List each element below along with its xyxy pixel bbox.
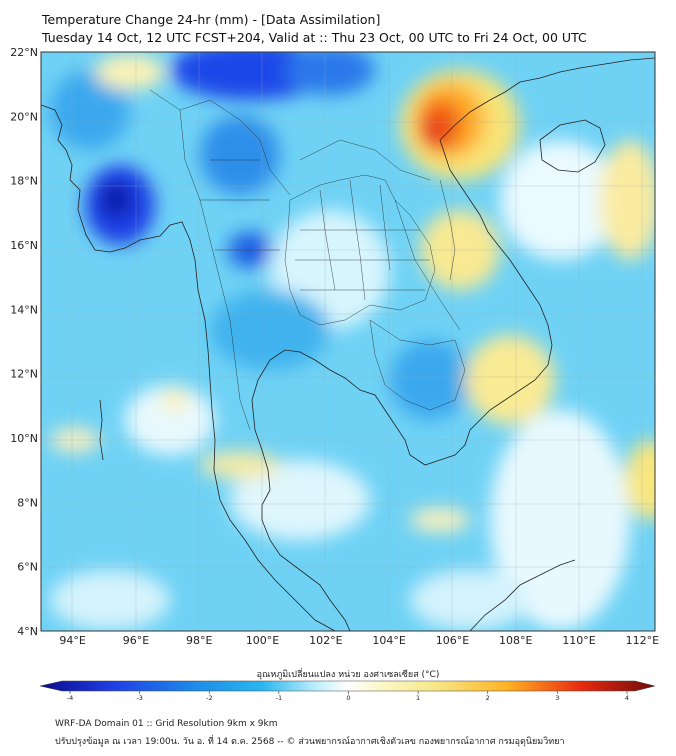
map-frame (40, 51, 656, 632)
lon-label: 106°E (436, 634, 469, 647)
province-borders (149, 89, 466, 431)
colorbar-tick-label: -4 (67, 694, 73, 702)
lon-label: 94°E (59, 634, 85, 647)
lon-label: 108°E (499, 634, 532, 647)
lat-label: 22°N (10, 46, 38, 59)
colorbar-tick-label: 2 (486, 694, 490, 702)
lon-label: 98°E (186, 634, 212, 647)
colorbar-tick-label: -3 (136, 694, 142, 702)
lat-label: 18°N (10, 175, 38, 188)
lat-label: 12°N (10, 368, 38, 381)
lon-label: 104°E (372, 634, 405, 647)
lon-label: 96°E (123, 634, 149, 647)
colorbar-tick-label: 3 (555, 694, 559, 702)
lat-label: 8°N (17, 496, 38, 509)
colorbar-tick-label: -1 (276, 694, 282, 702)
colorbar-title: อุณหภูมิเปลี่ยนแปลง หน่วย องศาเซลเซียส (… (257, 667, 440, 680)
colorbar-tick-label: 0 (346, 694, 350, 702)
colorbar: -4 -3 -2 -1 0 1 2 3 4 (39, 680, 656, 702)
lon-label: 112°E (626, 634, 659, 647)
lon-label: 102°E (309, 634, 342, 647)
temperature-field (41, 52, 655, 631)
lat-label: 16°N (10, 239, 38, 252)
lat-label: 10°N (10, 432, 38, 445)
latitude-axis: 22°N 20°N 18°N 16°N 14°N 12°N 10°N 8°N 6°N 4°N (10, 46, 38, 638)
colorbar-tick-label: 4 (625, 694, 629, 702)
coastline (41, 57, 655, 631)
colorbar-tick-label: -2 (206, 694, 212, 702)
map-title: Temperature Change 24-hr (mm) - [Data As… (42, 12, 381, 27)
footer-update-info: ปรับปรุงข้อมูล ณ เวลา 19:00น. วัน อ. ที่… (55, 737, 565, 747)
colorbar-tick-label: 1 (416, 694, 420, 702)
footer-domain-info: WRF-DA Domain 01 :: Grid Resolution 9km … (55, 719, 278, 729)
lat-label: 20°N (10, 110, 38, 123)
lon-label: 100°E (246, 634, 279, 647)
longitude-axis: 94°E 96°E 98°E 100°E 102°E 104°E 106°E 108°E 110… (59, 634, 659, 647)
lat-label: 14°N (10, 303, 38, 316)
map-subtitle: Tuesday 14 Oct, 12 UTC FCST+204, Valid a… (42, 30, 587, 45)
lon-label: 110°E (562, 634, 595, 647)
lat-label: 4°N (17, 625, 38, 638)
lat-label: 6°N (17, 561, 38, 574)
